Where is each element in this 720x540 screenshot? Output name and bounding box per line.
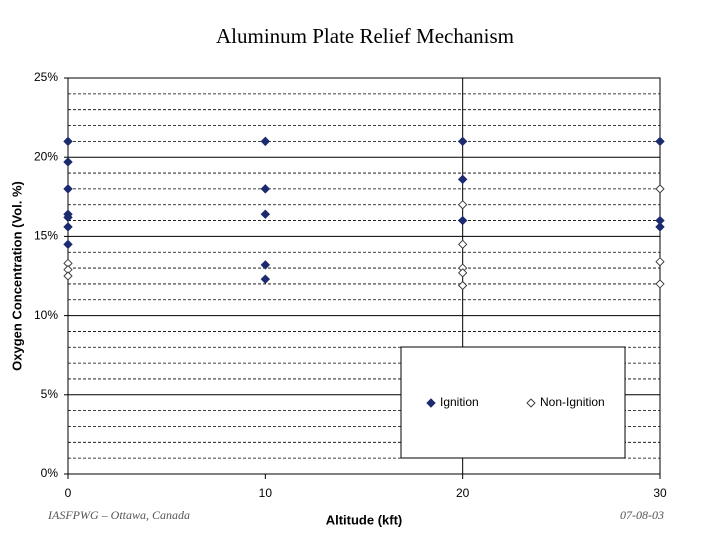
x-tick-label: 20 — [456, 486, 470, 500]
y-tick-label: 20% — [34, 149, 58, 163]
data-point — [63, 271, 73, 281]
y-tick-label: 25% — [34, 70, 58, 84]
legend-box — [400, 346, 626, 459]
data-point — [63, 239, 73, 250]
data-point — [457, 215, 468, 226]
data-point — [63, 184, 73, 194]
data-point — [260, 184, 271, 194]
chart-title: Aluminum Plate Relief Mechanism — [216, 24, 514, 48]
data-point — [63, 212, 73, 223]
legend-marker — [526, 398, 536, 408]
data-point — [63, 136, 73, 147]
data-point — [655, 257, 665, 267]
x-axis-label: Altitude (kft) — [326, 512, 403, 527]
data-point — [458, 268, 468, 278]
data-point — [63, 157, 73, 167]
y-tick-label: 15% — [34, 229, 58, 243]
data-point — [655, 222, 665, 232]
data-point — [655, 184, 665, 194]
data-point — [458, 200, 468, 210]
data-point — [260, 209, 271, 219]
y-axis-label: Oxygen Concentration (Vol. %) — [9, 181, 24, 371]
footer-right: 07-08-03 — [620, 508, 664, 522]
data-point — [655, 136, 665, 147]
x-tick-label: 30 — [653, 486, 667, 500]
data-point — [655, 279, 665, 289]
y-tick-label: 0% — [41, 466, 59, 480]
data-point — [457, 174, 468, 185]
legend-label: Ignition — [440, 395, 479, 409]
legend-label: Non-Ignition — [540, 395, 605, 409]
data-point — [458, 239, 468, 249]
plot-area: 0% 5% 10% 15% 20% 25% 0 10 20 30 Ignition Non-Ignit… — [34, 70, 667, 500]
data-point — [457, 136, 468, 147]
x-tick-label: 0 — [65, 486, 72, 500]
data-point — [260, 136, 271, 147]
footer-left: IASFPWG – Ottawa, Canada — [47, 508, 190, 522]
data-point — [63, 222, 73, 232]
x-tick-label: 10 — [259, 486, 273, 500]
y-tick-label: 10% — [34, 308, 58, 322]
legend-marker — [426, 398, 436, 408]
data-point — [458, 280, 468, 291]
y-tick-label: 5% — [41, 387, 59, 401]
data-point — [260, 260, 271, 270]
data-point — [260, 274, 271, 284]
